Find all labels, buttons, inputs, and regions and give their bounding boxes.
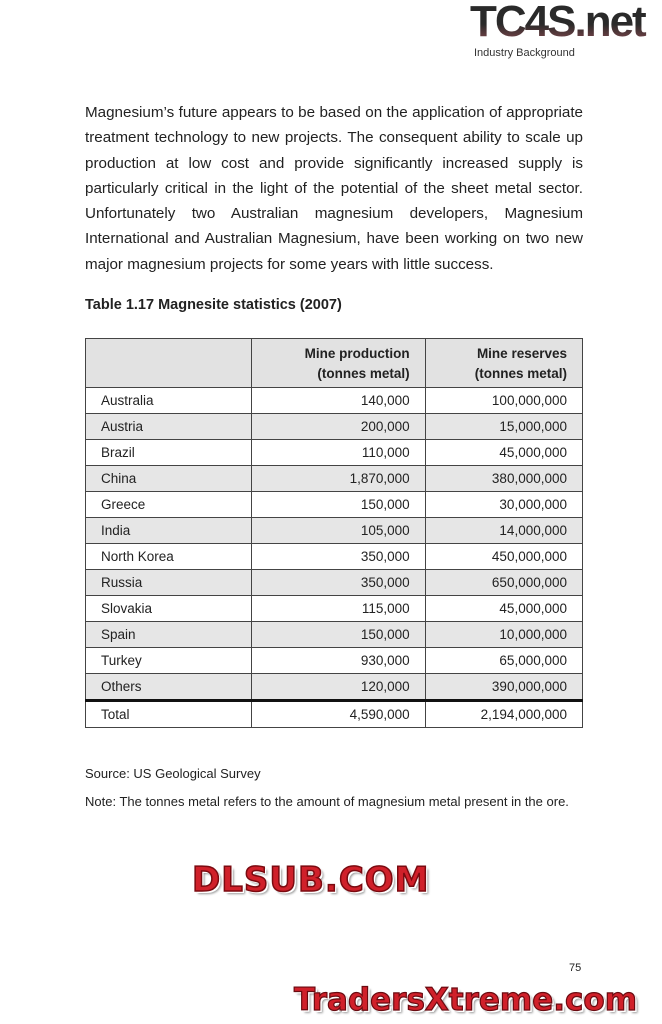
footnote: Note: The tonnes metal refers to the amo…	[85, 794, 569, 809]
reserves-cell: 380,000,000	[424, 465, 584, 492]
production-cell: 930,000	[251, 647, 426, 674]
table-caption: Table 1.17 Magnesite statistics (2007)	[85, 297, 342, 313]
country-cell: Spain	[85, 621, 252, 648]
production-cell: 140,000	[251, 387, 426, 414]
production-cell: 105,000	[251, 517, 426, 544]
reserves-cell: 45,000,000	[424, 595, 584, 622]
table-row: Spain 150,000 10,000,000	[85, 621, 584, 648]
table-row: Greece 150,000 30,000,000	[85, 491, 584, 518]
table-row: India 105,000 14,000,000	[85, 517, 584, 544]
country-cell: Austria	[85, 413, 252, 440]
page-number: 75	[569, 962, 582, 974]
table-total-row: Total 4,590,000 2,194,000,000	[85, 699, 584, 728]
source-note: Source: US Geological Survey	[85, 766, 261, 781]
header-mine-production: Mine production (tonnes metal)	[251, 338, 426, 388]
header-line: Mine production	[304, 345, 410, 361]
table-row: Turkey 930,000 65,000,000	[85, 647, 584, 674]
country-cell: India	[85, 517, 252, 544]
reserves-cell: 100,000,000	[424, 387, 584, 414]
header-line: Mine reserves	[476, 345, 567, 361]
production-cell: 120,000	[251, 673, 426, 701]
production-cell: 350,000	[251, 569, 426, 596]
reserves-cell: 30,000,000	[424, 491, 584, 518]
production-cell: 200,000	[251, 413, 426, 440]
header-mine-reserves: Mine reserves (tonnes metal)	[424, 338, 584, 388]
running-head: Industry Background	[474, 47, 575, 59]
logo-text: TC4S.net	[470, 0, 660, 44]
table-row: Others 120,000 390,000,000	[85, 673, 584, 701]
country-cell: Russia	[85, 569, 252, 596]
header-line: (tonnes metal)	[317, 365, 410, 381]
reserves-cell: 650,000,000	[424, 569, 584, 596]
country-cell: Greece	[85, 491, 252, 518]
country-cell: Turkey	[85, 647, 252, 674]
reserves-cell: 2,194,000,000	[424, 699, 584, 728]
production-cell: 350,000	[251, 543, 426, 570]
table-row: Slovakia 115,000 45,000,000	[85, 595, 584, 622]
body-paragraph: Magnesium’s future appears to be based o…	[85, 104, 583, 273]
reserves-cell: 14,000,000	[424, 517, 584, 544]
production-cell: 110,000	[251, 439, 426, 466]
reserves-cell: 390,000,000	[424, 673, 584, 701]
site-logo: TC4S.net	[470, 0, 660, 44]
magnesite-statistics-table: Mine production (tonnes metal) Mine reser…	[85, 338, 584, 728]
header-country	[85, 338, 252, 388]
country-cell: Brazil	[85, 439, 252, 466]
watermark-dlsub: DLSUB.COM	[191, 859, 430, 901]
reserves-cell: 10,000,000	[424, 621, 584, 648]
country-cell: China	[85, 465, 252, 492]
country-cell: Total	[85, 699, 252, 728]
header-line: (tonnes metal)	[474, 365, 567, 381]
production-cell: 4,590,000	[251, 699, 426, 728]
table-row: Brazil 110,000 45,000,000	[85, 439, 584, 466]
country-cell: Australia	[85, 387, 252, 414]
production-cell: 1,870,000	[251, 465, 426, 492]
watermark-tradersxtreme: TradersXtreme.com	[293, 981, 638, 1018]
reserves-cell: 45,000,000	[424, 439, 584, 466]
country-cell: Slovakia	[85, 595, 252, 622]
table-row: Australia 140,000 100,000,000	[85, 387, 584, 414]
country-cell: North Korea	[85, 543, 252, 570]
reserves-cell: 15,000,000	[424, 413, 584, 440]
table-row: China 1,870,000 380,000,000	[85, 465, 584, 492]
table-row: Austria 200,000 15,000,000	[85, 413, 584, 440]
table-header-row: Mine production (tonnes metal) Mine reser…	[85, 338, 584, 388]
country-cell: Others	[85, 673, 252, 701]
table-row: Russia 350,000 650,000,000	[85, 569, 584, 596]
reserves-cell: 65,000,000	[424, 647, 584, 674]
table-row: North Korea 350,000 450,000,000	[85, 543, 584, 570]
production-cell: 150,000	[251, 621, 426, 648]
reserves-cell: 450,000,000	[424, 543, 584, 570]
production-cell: 150,000	[251, 491, 426, 518]
production-cell: 115,000	[251, 595, 426, 622]
